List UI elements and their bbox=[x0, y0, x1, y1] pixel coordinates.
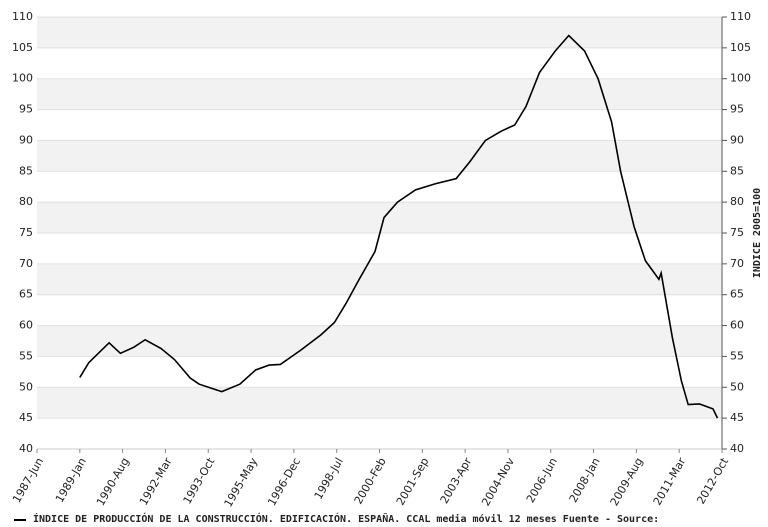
y-tick-label: 70 bbox=[19, 257, 33, 270]
y2-tick-label: 70 bbox=[730, 257, 744, 270]
x-tick-label: 2003-Apr bbox=[438, 455, 475, 506]
y-tick-label: 90 bbox=[19, 133, 33, 146]
y2-tick-label: 90 bbox=[730, 133, 744, 146]
y2-tick-label: 75 bbox=[730, 226, 744, 239]
grid-band bbox=[37, 325, 722, 357]
y2-tick-label: 95 bbox=[730, 103, 744, 116]
x-tick-label: 1992-Mar bbox=[137, 455, 175, 508]
x-tick-label: 1993-Oct bbox=[181, 455, 218, 507]
x-tick-label: 1995-May bbox=[222, 455, 261, 509]
x-tick-label: 2012-Oct bbox=[694, 455, 731, 507]
grid-band bbox=[37, 263, 722, 295]
grid-band bbox=[37, 387, 722, 419]
y2-tick-label: 55 bbox=[730, 349, 744, 362]
y-tick-label: 65 bbox=[19, 288, 33, 301]
y2-tick-label: 80 bbox=[730, 195, 744, 208]
y2-tick-label: 65 bbox=[730, 288, 744, 301]
y-tick-label: 45 bbox=[19, 411, 33, 424]
y2-tick-label: 40 bbox=[730, 442, 744, 455]
y2-tick-label: 50 bbox=[730, 380, 744, 393]
y-tick-label: 95 bbox=[19, 103, 33, 116]
y2-tick-label: 100 bbox=[730, 72, 751, 85]
x-tick-label: 2008-Jan bbox=[567, 455, 603, 504]
y-tick-label: 110 bbox=[12, 10, 33, 23]
x-tick-label: 1996-Dec bbox=[265, 456, 303, 509]
y-tick-label: 40 bbox=[19, 442, 33, 455]
grid-band bbox=[37, 78, 722, 110]
x-tick-label: 2004-Nov bbox=[479, 455, 517, 508]
x-tick-label: 2001-Sep bbox=[394, 455, 432, 507]
y-tick-label: 105 bbox=[12, 41, 33, 54]
x-tick-label: 2011-Mar bbox=[651, 455, 689, 508]
y-tick-label: 50 bbox=[19, 380, 33, 393]
y-tick-label: 85 bbox=[19, 164, 33, 177]
x-tick-label: 2000-Feb bbox=[352, 455, 389, 506]
y-tick-label: 55 bbox=[19, 349, 33, 362]
y2-tick-label: 45 bbox=[730, 411, 744, 424]
x-tick-label: 1989-Jan bbox=[53, 455, 89, 504]
y-tick-label: 80 bbox=[19, 195, 33, 208]
y2-tick-label: 110 bbox=[730, 10, 751, 23]
y-tick-label: 60 bbox=[19, 319, 33, 332]
y-tick-label: 75 bbox=[19, 226, 33, 239]
x-tick-label: 1990-Aug bbox=[94, 456, 132, 509]
x-tick-label: 1998-Jul bbox=[312, 456, 346, 502]
grid-band bbox=[37, 202, 722, 233]
legend-label: ÍNDICE DE PRODUCCIÓN DE LA CONSTRUCCIÓN.… bbox=[33, 512, 659, 525]
y2-tick-label: 60 bbox=[730, 319, 744, 332]
line bbox=[79, 34, 719, 419]
y2-tick-label: 105 bbox=[730, 41, 751, 54]
x-tick-label: 1987-Jun bbox=[10, 455, 46, 505]
y2-axis-title: INDICE 2005=100 bbox=[752, 188, 763, 278]
grid-band bbox=[37, 17, 722, 48]
y2-tick-label: 85 bbox=[730, 164, 744, 177]
y-tick-label: 100 bbox=[12, 72, 33, 85]
x-tick-label: 2006-Jun bbox=[524, 455, 560, 505]
x-tick-label: 2009-Aug bbox=[608, 456, 646, 509]
grid-band bbox=[37, 140, 722, 172]
